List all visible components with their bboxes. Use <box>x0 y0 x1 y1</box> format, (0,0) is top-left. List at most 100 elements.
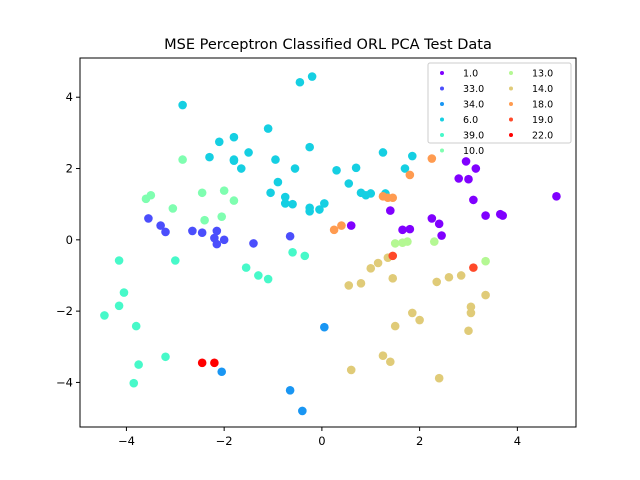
data-point <box>444 272 454 282</box>
data-point <box>119 288 129 297</box>
data-point <box>320 199 329 208</box>
data-point <box>197 358 207 368</box>
data-point <box>390 321 400 331</box>
legend-marker <box>509 133 513 137</box>
data-point <box>344 281 354 290</box>
data-point <box>456 271 466 280</box>
data-point <box>205 152 214 162</box>
data-point <box>178 100 187 110</box>
data-point <box>217 212 227 221</box>
data-point <box>100 311 109 320</box>
data-point <box>280 192 290 202</box>
data-point <box>405 170 415 180</box>
data-point <box>386 357 395 367</box>
y-tick-label: −4 <box>56 375 73 389</box>
data-point <box>398 225 407 235</box>
data-point <box>305 142 314 152</box>
data-point <box>244 148 253 157</box>
data-point <box>236 164 246 173</box>
data-point <box>405 224 415 234</box>
data-point <box>471 164 481 173</box>
legend-marker <box>509 117 513 122</box>
data-point <box>415 315 424 325</box>
data-point <box>212 239 222 249</box>
data-point <box>161 352 170 362</box>
data-point <box>466 302 476 312</box>
y-tick-label: 0 <box>66 233 73 247</box>
data-point <box>266 188 275 198</box>
data-point <box>114 301 124 311</box>
data-point <box>464 174 473 184</box>
data-point <box>346 221 356 230</box>
data-point <box>403 237 412 246</box>
data-point <box>210 358 219 368</box>
x-tick-label: 0 <box>318 434 325 448</box>
data-point <box>229 196 239 205</box>
data-point <box>481 256 490 266</box>
data-point <box>263 124 273 133</box>
data-point <box>188 226 197 236</box>
legend-marker <box>509 102 513 106</box>
data-point <box>434 373 444 383</box>
data-point <box>437 231 446 240</box>
data-point <box>170 256 180 265</box>
scatter-points <box>100 72 561 416</box>
data-point <box>168 204 178 213</box>
legend-marker <box>440 117 444 122</box>
data-point <box>329 225 339 235</box>
data-point <box>134 360 143 369</box>
data-point <box>454 174 464 183</box>
legend-label: 39.0 <box>463 131 484 142</box>
data-point <box>156 221 165 230</box>
data-point <box>212 226 222 236</box>
data-point <box>144 214 153 223</box>
data-point <box>320 322 329 332</box>
data-point <box>464 326 473 336</box>
data-point <box>197 228 207 237</box>
data-point <box>178 155 187 164</box>
chart-title: MSE Perceptron Classified ORL PCA Test D… <box>164 37 492 53</box>
legend-marker <box>440 102 444 106</box>
y-tick-label: 2 <box>66 162 73 176</box>
legend-marker <box>440 86 444 91</box>
y-axis-ticks: −4 −2 0 2 4 <box>56 90 80 389</box>
legend-marker <box>440 148 444 153</box>
data-point <box>298 406 307 416</box>
y-tick-label: 4 <box>66 90 73 104</box>
data-point <box>249 239 258 248</box>
legend-label: 1.0 <box>463 69 478 80</box>
data-point <box>366 264 376 273</box>
data-point <box>337 221 346 230</box>
data-point <box>285 231 295 241</box>
data-point <box>300 251 310 261</box>
legend-label: 34.0 <box>463 100 484 111</box>
data-point <box>552 192 561 201</box>
data-point <box>146 190 156 200</box>
data-point <box>466 308 476 318</box>
plot-frame <box>79 57 577 428</box>
data-point <box>280 199 290 208</box>
data-point <box>386 206 395 215</box>
data-point <box>332 166 341 175</box>
data-point <box>481 211 490 220</box>
legend-label: 18.0 <box>532 100 553 111</box>
data-point <box>217 367 227 377</box>
data-point <box>263 274 273 284</box>
data-point <box>407 151 417 161</box>
data-point <box>131 321 141 331</box>
data-point <box>219 235 229 245</box>
data-point <box>307 72 317 81</box>
data-point <box>373 258 383 268</box>
data-point <box>295 77 305 87</box>
data-point <box>161 227 170 237</box>
data-point <box>288 248 297 257</box>
data-point <box>427 154 437 163</box>
data-point <box>356 279 366 288</box>
x-tick-label: 2 <box>416 434 423 448</box>
data-point <box>432 277 442 287</box>
legend-label: 13.0 <box>532 69 553 80</box>
data-point <box>241 263 251 272</box>
legend-marker <box>440 133 444 137</box>
data-point <box>378 148 388 157</box>
data-point <box>388 274 398 283</box>
